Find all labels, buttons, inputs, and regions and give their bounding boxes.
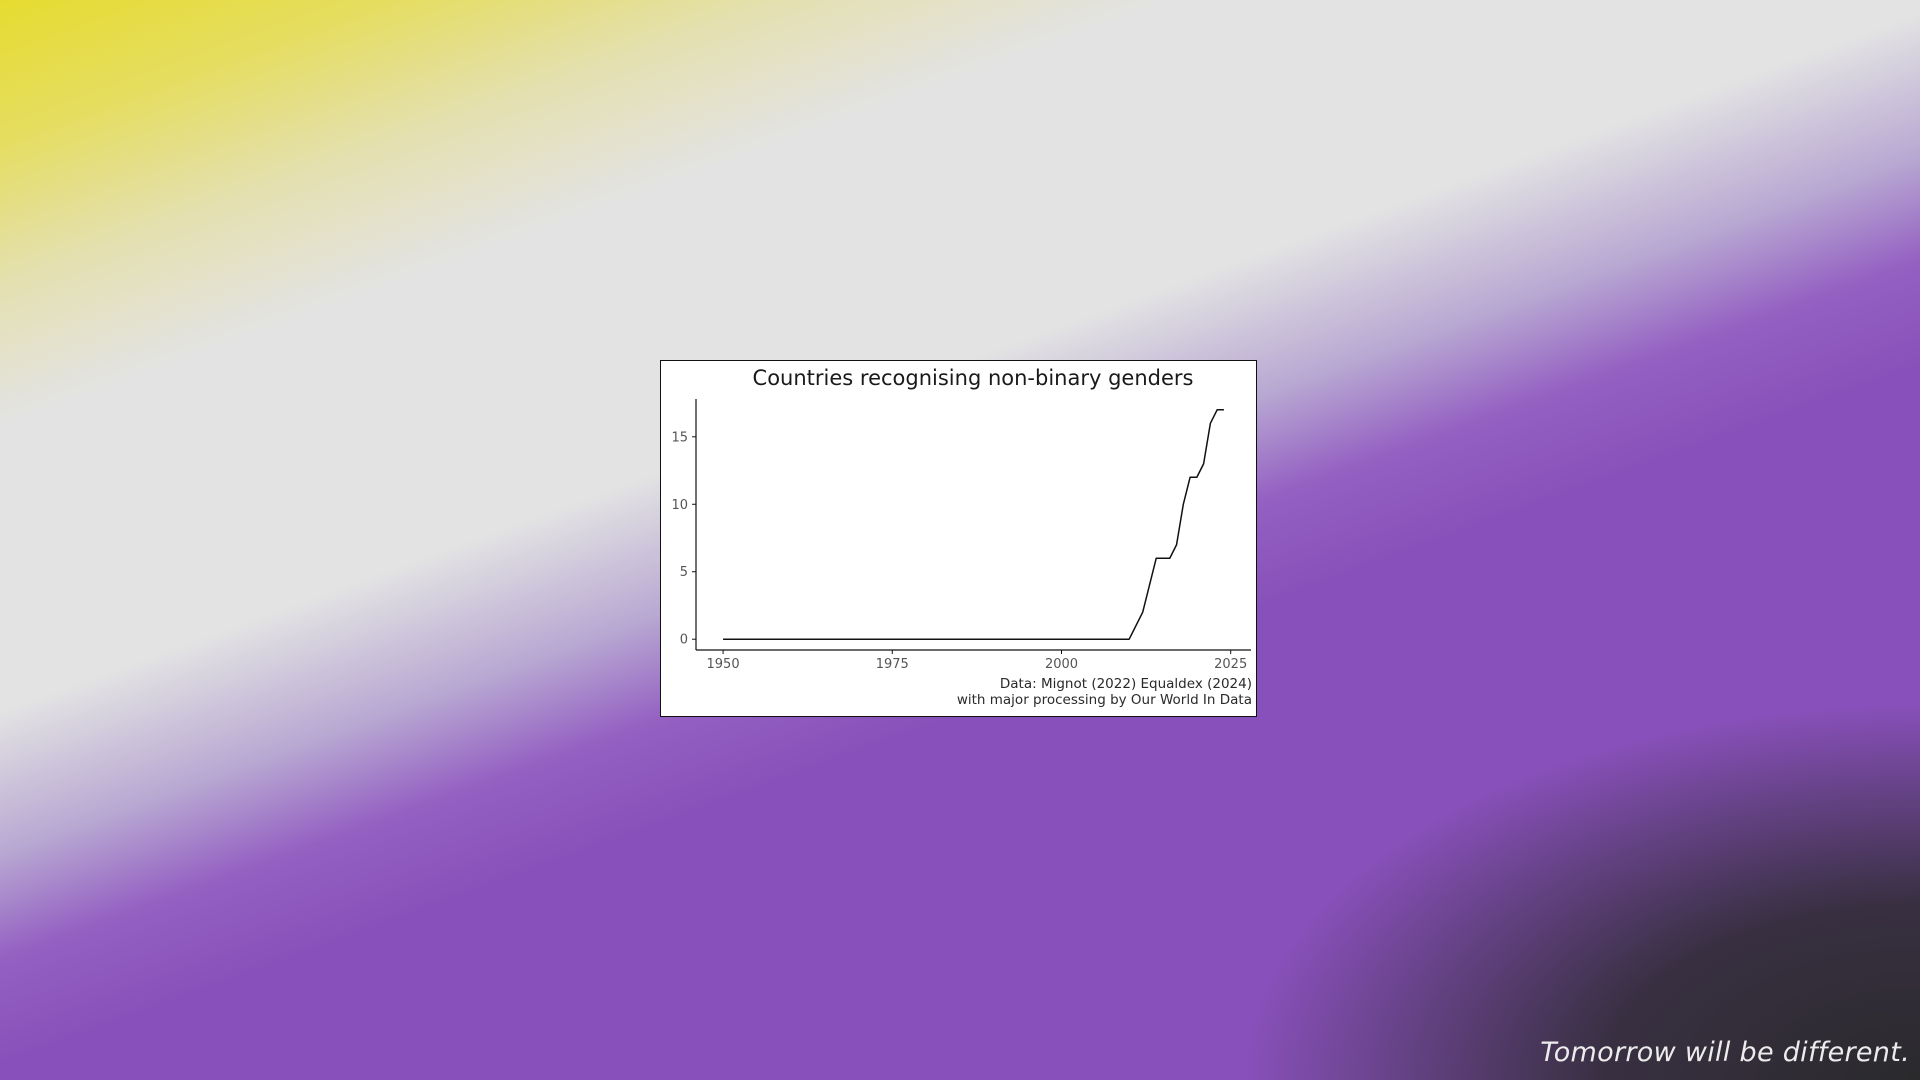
chart-plot-area (723, 409, 1224, 640)
desktop-tagline: Tomorrow will be different. (1540, 1037, 1910, 1068)
x-tick-label: 1975 (876, 657, 909, 672)
source-caption-line2: with major processing by Our World In Da… (957, 692, 1252, 708)
series-line-0 (723, 409, 1224, 640)
source-caption-line1: Data: Mignot (2022) Equaldex (2024) (1000, 676, 1252, 692)
x-tick-label: 1950 (707, 657, 740, 672)
y-tick-label: 10 (671, 498, 688, 513)
chart-svg: Countries recognising non-binary genders… (671, 366, 1252, 708)
chart-title: Countries recognising non-binary genders (753, 366, 1194, 390)
chart-widget: Countries recognising non-binary genders… (660, 360, 1257, 717)
y-tick-label: 0 (680, 633, 688, 648)
chart-axes: 0 5 10 15 1950 1975 2000 2025 (671, 399, 1251, 672)
x-tick-label: 2025 (1214, 657, 1247, 672)
x-tick-label: 2000 (1045, 657, 1078, 672)
y-tick-label: 5 (680, 565, 688, 580)
y-tick-label: 15 (671, 430, 688, 445)
